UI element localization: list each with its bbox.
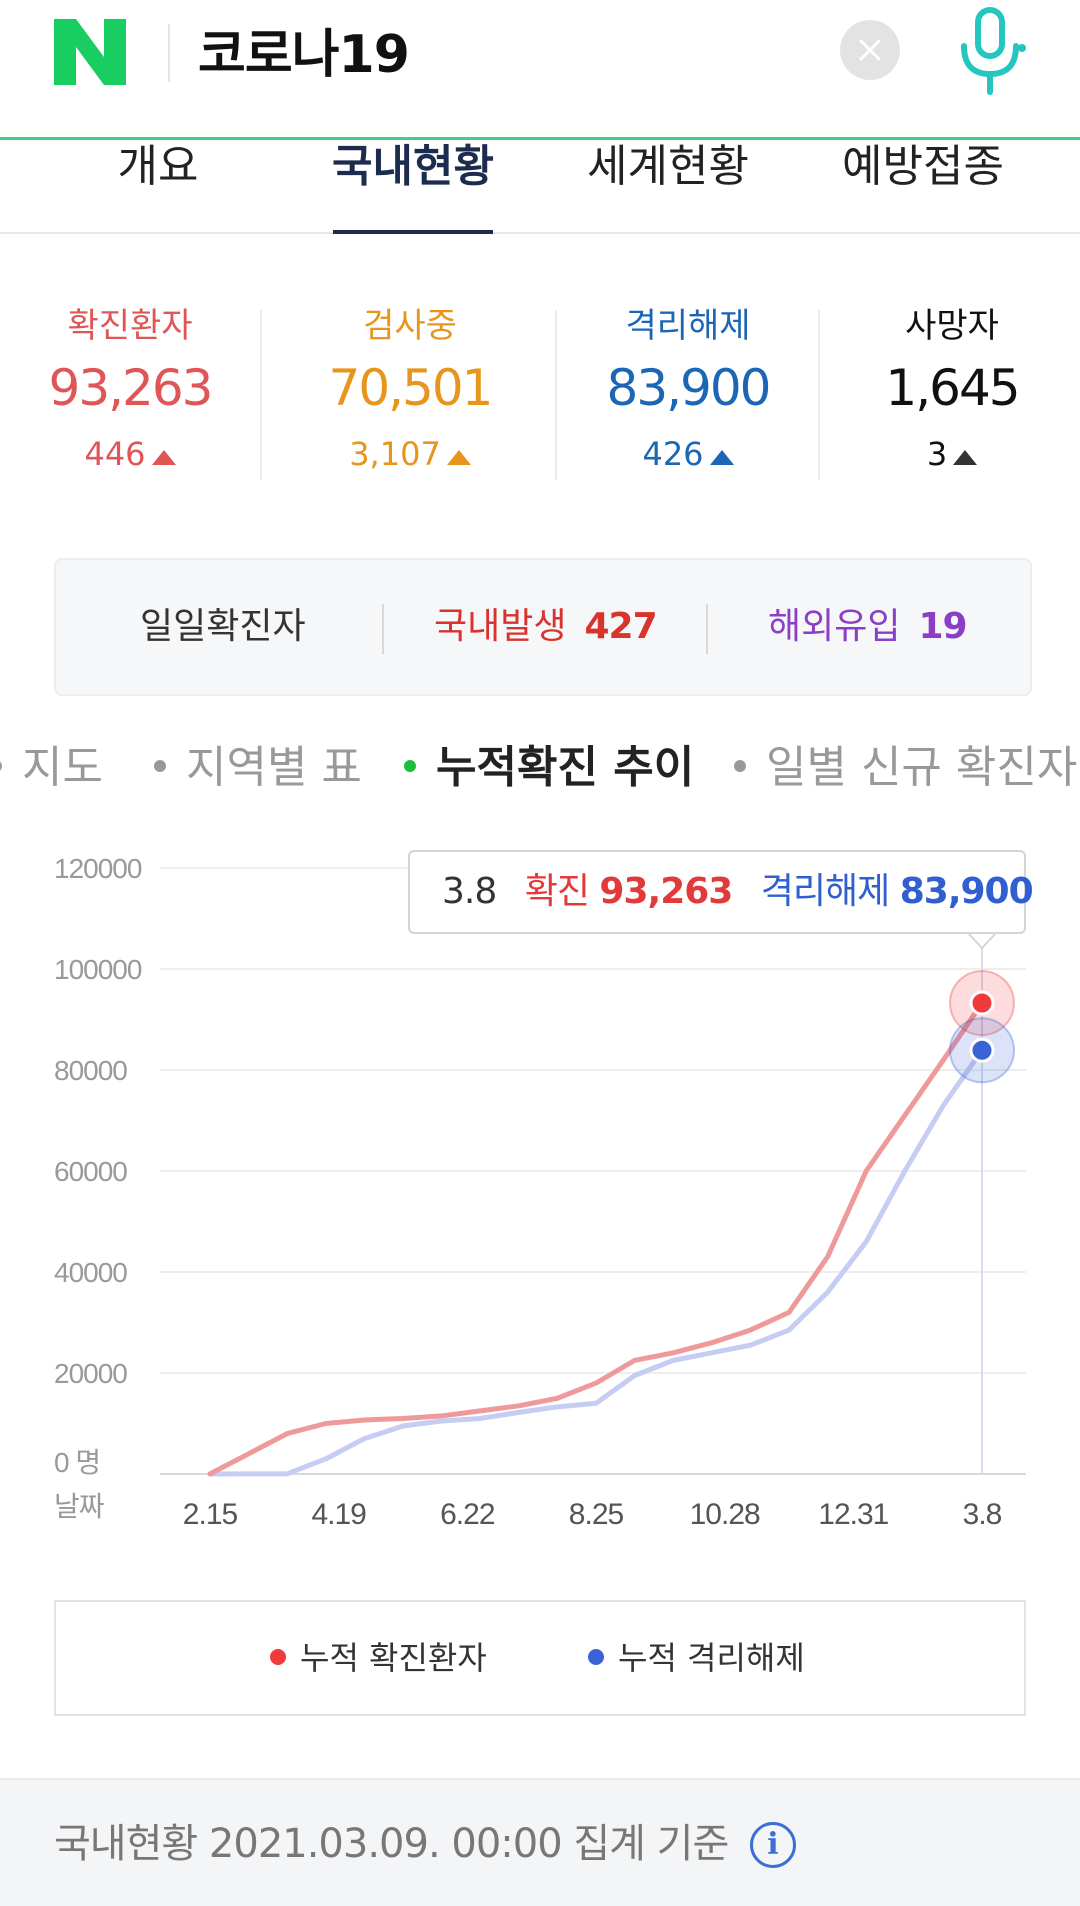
chart-tab-cumulative-trend[interactable]: 누적확진 추이 [404, 736, 694, 800]
series-line-confirmed [207, 1000, 985, 1477]
stat-label: 사망자 [905, 306, 999, 346]
tab-vaccination[interactable]: 예방접종 [823, 140, 1023, 234]
x-axis-label: 날짜 [54, 1491, 104, 1522]
chart-tab-map[interactable]: 지도 [0, 736, 103, 800]
stat-released: 격리해제 83,900 426 [598, 300, 778, 484]
y-unit-label: 0 명 [54, 1447, 100, 1478]
stat-delta: 446 [40, 424, 220, 484]
x-tick-label: 4.19 [311, 1498, 366, 1531]
x-tick-label: 3.8 [963, 1498, 1002, 1531]
domestic-label: 국내발생 [434, 606, 567, 647]
tooltip-confirmed: 확진 93,263 [524, 871, 734, 912]
active-tab-indicator [333, 230, 493, 234]
tab-label: 세계현황 [587, 141, 749, 192]
tooltip-date: 3.8 [442, 871, 497, 912]
y-tick-label: 20000 [54, 1358, 127, 1389]
domestic-value: 427 [584, 606, 657, 647]
chart-legend: 누적 확진환자 누적 격리해제 [54, 1600, 1026, 1716]
stat-value: 70,501 [328, 359, 494, 417]
x-tick-label: 12.31 [818, 1498, 888, 1531]
daily-label: 일일확진자 [140, 606, 306, 647]
tooltip-recovered: 격리해제 83,900 [760, 871, 1034, 912]
stat-separator [555, 310, 557, 480]
tab-label: 국내현황 [332, 141, 494, 192]
chart-tab-region-table[interactable]: 지역별 표 [154, 736, 362, 800]
stat-label: 격리해제 [625, 306, 751, 346]
chart-tooltip: 3.8 확진 93,263 격리해제 83,900 [408, 850, 1034, 934]
naver-logo-icon[interactable] [54, 19, 126, 85]
microphone-icon [961, 7, 1026, 95]
legend-item-confirmed[interactable]: 누적 확진환자 [270, 1602, 487, 1714]
daily-overseas: 해외유입 19 [768, 560, 968, 694]
confirmed-end-point [969, 990, 995, 1016]
stat-label: 검사중 [363, 306, 457, 346]
tab-domestic[interactable]: 국내현황 [313, 140, 513, 234]
x-tick-label: 8.25 [569, 1498, 624, 1531]
close-icon [859, 39, 881, 61]
stat-separator [260, 310, 262, 480]
stat-label: 확진환자 [67, 306, 193, 346]
y-tick-label: 60000 [54, 1156, 127, 1187]
daily-confirmed-box: 일일확진자 국내발생 427 해외유입 19 [54, 558, 1032, 696]
bullet-dot-icon [404, 760, 416, 772]
y-tick-label: 80000 [54, 1055, 127, 1086]
bullet-dot-icon [734, 760, 746, 772]
stat-value: 1,645 [885, 359, 1020, 417]
header-divider [168, 24, 170, 82]
footer: 국내현황 2021.03.09. 00:00 집계 기준 i [0, 1778, 1080, 1906]
stat-testing: 검사중 70,501 3,107 [320, 300, 500, 484]
info-icon[interactable]: i [750, 1822, 796, 1868]
daily-separator [706, 604, 708, 654]
search-query[interactable]: 코로나19 [198, 25, 410, 85]
increase-triangle-icon [446, 450, 471, 465]
x-tick-label: 6.22 [440, 1498, 495, 1531]
series-line-recovered [207, 1047, 985, 1477]
footer-timestamp: 국내현황 2021.03.09. 00:00 집계 기준 [54, 1821, 729, 1867]
tab-world[interactable]: 세계현황 [568, 140, 768, 234]
chart-tabs: 지도 지역별 표 누적확진 추이 일별 신규 확진자 [0, 736, 1080, 800]
stat-deaths: 사망자 1,645 3 [862, 300, 1042, 484]
daily-domestic: 국내발생 427 [434, 560, 658, 694]
x-tick-label: 10.28 [690, 1498, 760, 1531]
stat-delta: 3 [862, 424, 1042, 484]
y-tick-label: 100000 [54, 954, 142, 985]
tooltip-pointer [967, 932, 997, 950]
y-tick-label: 40000 [54, 1257, 127, 1288]
chart-tab-daily-new[interactable]: 일별 신규 확진자 [734, 736, 1077, 800]
y-tick-label: 120000 [54, 853, 142, 884]
daily-separator [382, 604, 384, 654]
bullet-dot-icon [154, 760, 166, 772]
chart-svg: 120000 100000 80000 60000 40000 20000 0 명날짜 2.1… [54, 853, 1026, 1531]
stat-delta: 3,107 [320, 424, 500, 484]
legend-dot-icon [270, 1649, 286, 1665]
overseas-value: 19 [918, 606, 967, 647]
increase-triangle-icon [953, 450, 978, 465]
tab-label: 개요 [117, 141, 199, 192]
stat-separator [818, 310, 820, 480]
bullet-dot-icon [0, 760, 2, 772]
tab-overview[interactable]: 개요 [58, 140, 258, 234]
stats-summary: 확진환자 93,263 446 검사중 70,501 3,107 격리해제 83… [0, 300, 1080, 490]
x-tick-label: 2.15 [183, 1498, 238, 1531]
overseas-label: 해외유입 [768, 606, 901, 647]
recovered-end-point [969, 1037, 995, 1063]
voice-search-button[interactable] [950, 4, 1030, 96]
main-tabs: 개요 국내현황 세계현황 예방접종 [0, 140, 1080, 234]
legend-dot-icon [588, 1649, 604, 1665]
tab-label: 예방접종 [842, 141, 1004, 192]
stat-value: 93,263 [48, 359, 214, 417]
stat-delta: 426 [598, 424, 778, 484]
legend-item-recovered[interactable]: 누적 격리해제 [588, 1602, 805, 1714]
increase-triangle-icon [709, 450, 734, 465]
stat-confirmed: 확진환자 93,263 446 [40, 300, 220, 484]
search-header: 코로나19 [0, 0, 1080, 140]
stat-value: 83,900 [606, 359, 772, 417]
clear-search-button[interactable] [840, 20, 900, 80]
increase-triangle-icon [151, 450, 176, 465]
